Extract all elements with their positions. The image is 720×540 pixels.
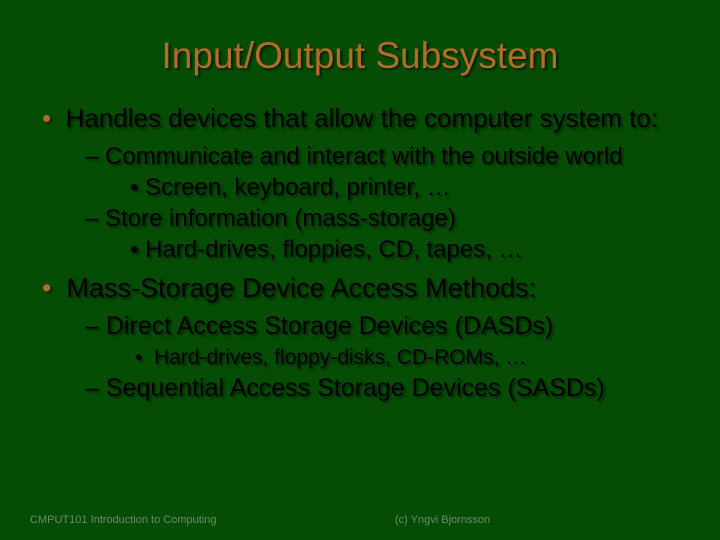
bullet-lvl2: – Store information (mass-storage) — [85, 203, 690, 234]
bullet-lvl2: – Direct Access Storage Devices (DASDs) — [85, 310, 690, 344]
bullet-text: Screen, keyboard, printer, … — [145, 174, 450, 201]
bullet-text: Sequential Access Storage Devices (SASDs… — [106, 374, 605, 402]
bullet-lvl1: • Mass-Storage Device Access Methods: — [42, 271, 690, 306]
bullet-text: Store information (mass-storage) — [105, 205, 456, 232]
bullet-lvl3: • Screen, keyboard, printer, … — [130, 172, 690, 203]
footer-left: CMPUT101 Introduction to Computing — [30, 514, 216, 526]
bullet-lvl3: • Hard-drives, floppy-disks, CD-ROMs, … — [135, 344, 690, 372]
slide-title: Input/Output Subsystem — [30, 35, 690, 77]
bullet-text: Direct Access Storage Devices (DASDs) — [106, 312, 553, 340]
bullet-text: Hard-drives, floppy-disks, CD-ROMs, … — [154, 346, 526, 369]
slide-container: Input/Output Subsystem • Handles devices… — [0, 0, 720, 540]
bullet-text: Hard-drives, floppies, CD, tapes, … — [145, 236, 522, 263]
bullet-text: Communicate and interact with the outsid… — [105, 143, 623, 170]
bullet-text: Mass-Storage Device Access Methods: — [66, 273, 536, 303]
bullet-lvl2: – Sequential Access Storage Devices (SAS… — [85, 372, 690, 406]
bullet-lvl3: • Hard-drives, floppies, CD, tapes, … — [130, 234, 690, 265]
bullet-lvl1: • Handles devices that allow the compute… — [42, 102, 690, 135]
bullet-lvl2: – Communicate and interact with the outs… — [85, 141, 690, 172]
footer-mid: (c) Yngvi Bjornsson — [395, 514, 490, 526]
bullet-text: Handles devices that allow the computer … — [66, 103, 659, 133]
